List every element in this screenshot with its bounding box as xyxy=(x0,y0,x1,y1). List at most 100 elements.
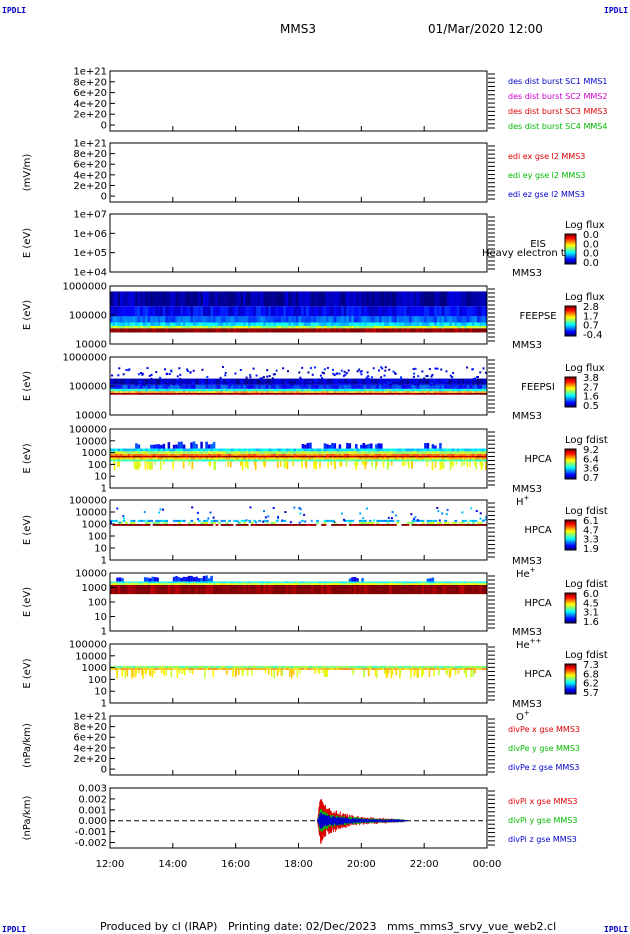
colorbar-swatch xyxy=(565,611,576,613)
heatmap-cell xyxy=(187,459,191,462)
heatmap-drip-cell xyxy=(317,669,320,673)
heatmap-cell xyxy=(235,451,239,454)
colorbar-tick-label: 3.6 xyxy=(583,464,599,475)
heatmap-cell xyxy=(471,316,475,323)
heatmap-cell xyxy=(205,668,209,670)
heatmap-scatter-cell xyxy=(302,379,305,382)
heatmap-burst-cell xyxy=(301,444,305,449)
heatmap-cell xyxy=(145,378,148,385)
heatmap-cell xyxy=(424,325,427,329)
heatmap-cell xyxy=(414,378,417,385)
heatmap-cell xyxy=(180,388,184,392)
heatmap-cell xyxy=(265,328,269,333)
heatmap-cell xyxy=(258,453,262,456)
heatmap-cell xyxy=(268,451,272,454)
heatmap-cell xyxy=(388,384,392,389)
heatmap-cell xyxy=(278,451,282,454)
heatmap-cell xyxy=(245,388,249,392)
heatmap-cell xyxy=(202,451,206,454)
heatmap-drip-cell xyxy=(247,461,249,470)
colorbar-swatch xyxy=(565,682,576,684)
heatmap-cell xyxy=(187,524,191,526)
heatmap-cell xyxy=(341,451,345,454)
heatmap-cell xyxy=(308,451,312,454)
heatmap-cell xyxy=(177,291,181,307)
heatmap-cell xyxy=(436,459,440,462)
heatmap-cell xyxy=(328,457,332,460)
heatmap-cell xyxy=(192,388,196,392)
heatmap-drip-cell xyxy=(407,461,410,465)
heatmap-cell xyxy=(306,384,309,389)
heatmap-cell xyxy=(454,584,458,595)
heatmap-scatter-cell xyxy=(445,379,448,382)
colorbar-swatch xyxy=(565,323,576,325)
heatmap-cell xyxy=(270,581,274,584)
heatmap-cell xyxy=(424,328,427,333)
heatmap-cell xyxy=(466,668,470,670)
heatmap-cell xyxy=(117,325,121,329)
heatmap-cell xyxy=(115,581,118,584)
heatmap-cell xyxy=(313,448,317,452)
heatmap-cell xyxy=(346,455,350,458)
heatmap-cell xyxy=(155,322,159,326)
heatmap-cell xyxy=(248,378,252,385)
heatmap-cell xyxy=(316,668,319,670)
heatmap-cell xyxy=(361,378,365,385)
heatmap-cell xyxy=(165,665,169,669)
heatmap-cell xyxy=(117,391,121,393)
heatmap-cell xyxy=(270,325,274,329)
heatmap-cell xyxy=(301,519,304,522)
heatmap-drip-cell xyxy=(150,461,153,470)
colorbar-swatch xyxy=(565,392,576,394)
heatmap-cell xyxy=(177,459,181,462)
heatmap-cell xyxy=(175,316,179,323)
heatmap-cell xyxy=(479,325,483,329)
heatmap-cell xyxy=(461,448,465,452)
heatmap-cell xyxy=(180,291,184,307)
heatmap-cell xyxy=(404,455,407,458)
heatmap-cell xyxy=(441,451,445,454)
heatmap-cell xyxy=(406,316,410,323)
heatmap-cell xyxy=(258,451,262,454)
heatmap-cell xyxy=(416,391,420,393)
heatmap-scatter-cell xyxy=(323,372,326,375)
heatmap-scatter-cell xyxy=(299,512,302,515)
heatmap-cell xyxy=(376,451,380,454)
heatmap-cell xyxy=(411,451,415,454)
heatmap-scatter-cell xyxy=(291,383,294,386)
heatmap-cell xyxy=(421,668,425,670)
heatmap-cell xyxy=(476,668,480,670)
heatmap-cell xyxy=(170,325,174,329)
heatmap-cell xyxy=(298,668,302,670)
heatmap-cell xyxy=(213,455,216,458)
heatmap-cell xyxy=(421,325,425,329)
heatmap-cell xyxy=(172,583,176,585)
heatmap-cell xyxy=(150,457,154,460)
colorbar-swatch xyxy=(565,306,576,308)
heatmap-burst-cell xyxy=(355,444,358,449)
heatmap-cell xyxy=(137,524,141,526)
heatmap-cell xyxy=(474,384,478,389)
heatmap-burst-cell xyxy=(202,575,206,582)
heatmap-scatter-cell xyxy=(335,372,338,375)
heatmap-cell xyxy=(394,388,397,392)
heatmap-cell xyxy=(195,457,199,460)
heatmap-cell xyxy=(177,584,181,595)
heatmap-cell xyxy=(474,325,478,329)
heatmap-cell xyxy=(331,459,334,462)
heatmap-burst-cell xyxy=(333,443,337,449)
heatmap-cell xyxy=(373,668,377,670)
heatmap-cell xyxy=(162,448,166,452)
heatmap-cell xyxy=(245,392,249,395)
heatmap-burst-cell xyxy=(426,443,430,449)
heatmap-cell xyxy=(451,391,455,393)
heatmap-cell xyxy=(185,306,189,317)
heatmap-cell xyxy=(240,391,244,393)
heatmap-cell xyxy=(255,583,259,585)
heatmap-cell xyxy=(429,457,432,460)
heatmap-cell xyxy=(431,392,435,395)
heatmap-cell xyxy=(228,322,231,326)
heatmap-cell xyxy=(421,391,425,393)
heatmap-burst-cell xyxy=(148,578,152,582)
heatmap-cell xyxy=(270,391,274,393)
